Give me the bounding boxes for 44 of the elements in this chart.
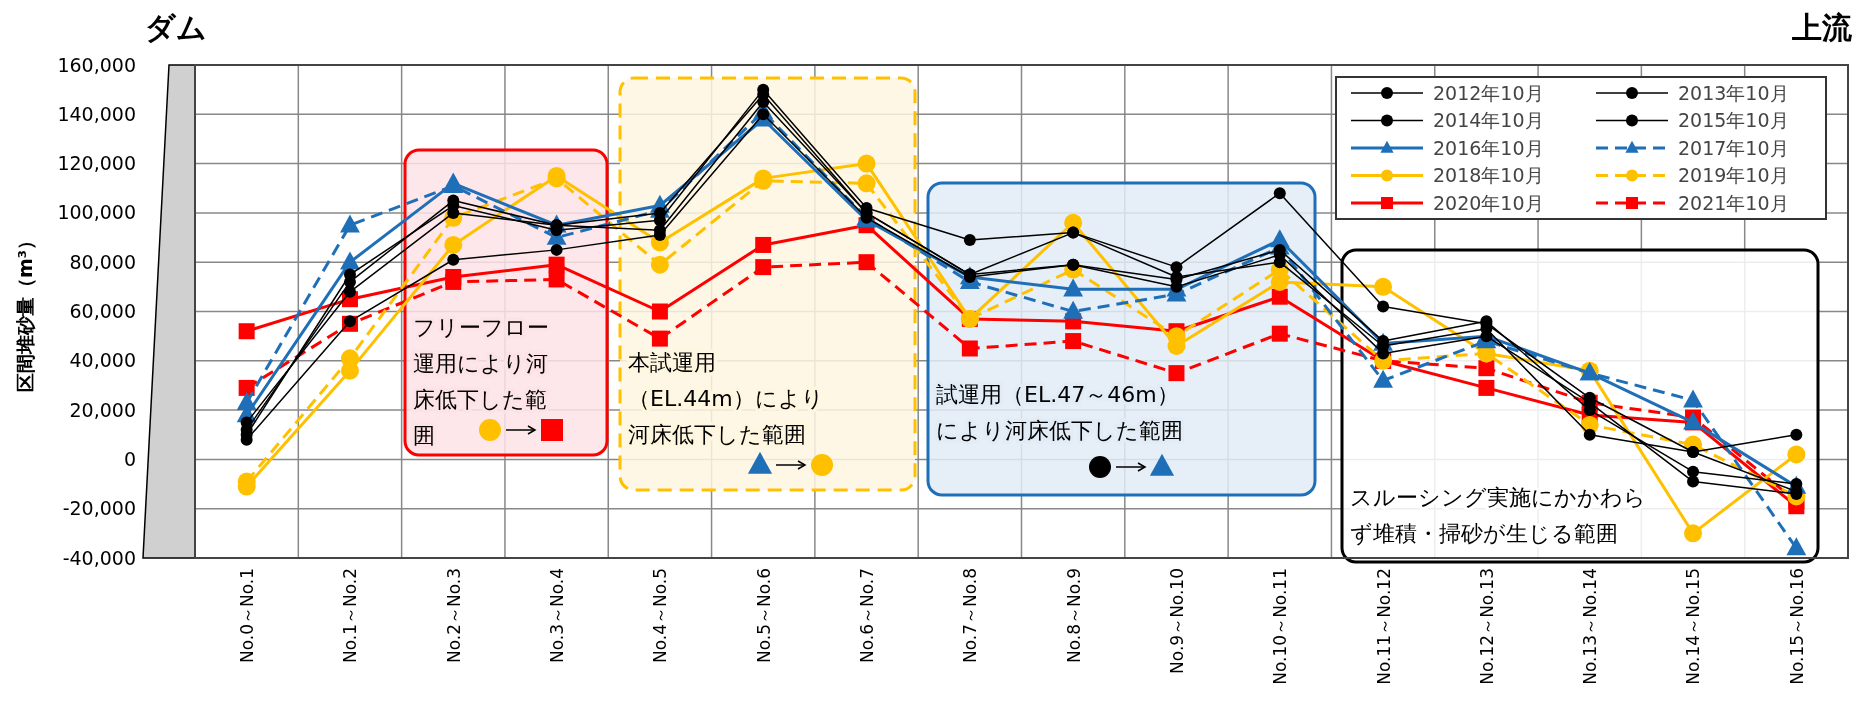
text: ダム xyxy=(145,10,207,45)
x-tick-label: No.1～No.2 xyxy=(340,568,361,664)
x-tick-label: No.12～No.13 xyxy=(1476,568,1497,685)
x-tick-label: No.13～No.14 xyxy=(1580,568,1601,685)
legend-label: 2016年10月 xyxy=(1433,136,1544,159)
y-tick-label: 80,000 xyxy=(69,250,136,273)
legend-label: 2015年10月 xyxy=(1678,109,1789,132)
y-tick-label: 20,000 xyxy=(69,398,136,421)
y-axis-title: 区間堆砂量（m³） xyxy=(14,230,36,393)
x-tick-label: No.15～No.16 xyxy=(1786,568,1807,685)
x-tick-label: No.14～No.15 xyxy=(1683,568,1704,685)
x-tick-label: No.0～No.1 xyxy=(237,568,258,664)
y-tick-label: -20,000 xyxy=(62,497,136,520)
y-tick-label: 0 xyxy=(123,447,136,470)
legend-label: 2017年10月 xyxy=(1678,136,1789,159)
annotation: フリーフロー運用により河床低下した範囲 xyxy=(413,315,549,448)
text: 上流 xyxy=(1791,10,1853,45)
x-tick-label: No.2～No.3 xyxy=(443,568,464,664)
y-tick-label: 160,000 xyxy=(57,53,136,76)
y-tick-label: 60,000 xyxy=(69,300,136,323)
x-tick-label: No.3～No.4 xyxy=(547,568,568,664)
x-tick-label: No.6～No.7 xyxy=(856,568,877,664)
x-tick-label: No.8～No.9 xyxy=(1063,568,1084,664)
y-tick-label: 140,000 xyxy=(57,102,136,125)
x-tick-label: No.7～No.8 xyxy=(960,568,981,664)
y-tick-label: 40,000 xyxy=(69,349,136,372)
legend-label: 2013年10月 xyxy=(1678,81,1789,104)
legend-label: 2014年10月 xyxy=(1433,109,1544,132)
x-tick-label: No.5～No.6 xyxy=(753,568,774,664)
legend-label: 2019年10月 xyxy=(1678,164,1789,187)
x-tick-label: No.10～No.11 xyxy=(1270,568,1291,685)
legend-label: 2021年10月 xyxy=(1678,191,1789,214)
legend-label: 2018年10月 xyxy=(1433,164,1544,187)
legend-label: 2020年10月 xyxy=(1433,191,1544,214)
x-tick-label: No.9～No.10 xyxy=(1166,568,1187,674)
legend-label: 2012年10月 xyxy=(1433,81,1544,104)
x-tick-label: No.4～No.5 xyxy=(650,568,671,664)
annotation: 本試運用（EL.44m）により河床低下した範囲 xyxy=(628,350,824,447)
y-tick-label: 120,000 xyxy=(57,152,136,175)
y-tick-label: 100,000 xyxy=(57,201,136,224)
x-tick-label: No.11～No.12 xyxy=(1373,568,1394,685)
annotation: 試運用（EL.47～46m）により河床低下した範囲 xyxy=(936,382,1183,443)
annotation: スルーシング実施にかかわらず堆積・掃砂が生じる範囲 xyxy=(1350,485,1646,546)
y-tick-label: -40,000 xyxy=(62,546,136,569)
